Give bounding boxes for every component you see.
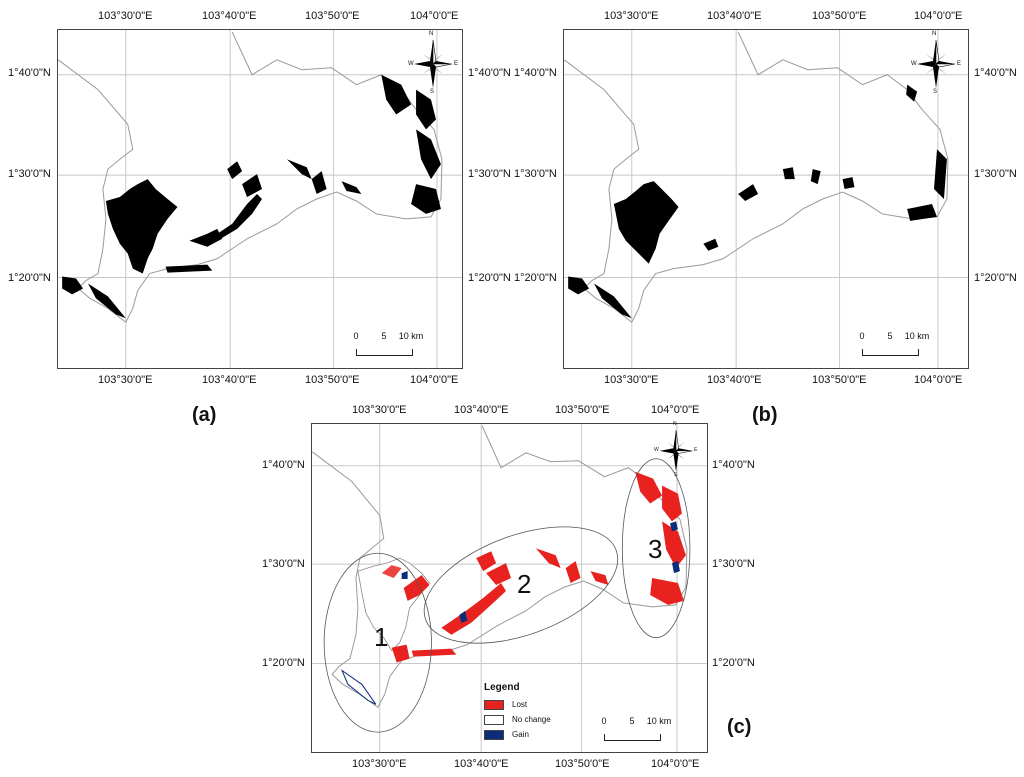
compass-rose-icon: N S W E [408, 31, 459, 95]
legend-item-lost: Lost [484, 697, 551, 712]
legend-swatch-no-change [484, 714, 504, 725]
map-panel-b: 0 5 10 km [563, 29, 969, 369]
legend-swatch-gain [484, 729, 504, 740]
lat-tick-c-right-1: 1°40'0"N [712, 459, 755, 471]
coastline-border [57, 31, 443, 324]
lat-tick-b-left-3: 1°20'0"N [514, 272, 557, 284]
lat-tick-b-left-1: 1°40'0"N [514, 67, 557, 79]
map-b-graphic [563, 30, 968, 368]
scale-label-10: 10 km [904, 331, 930, 341]
region-ellipses [323, 458, 691, 733]
region-label-2: 2 [517, 569, 532, 599]
compass-w: W [408, 61, 414, 67]
legend-swatch-lost [484, 699, 504, 710]
panel-label-a: (a) [192, 404, 217, 426]
compass-s: S [933, 89, 938, 95]
compass-e: E [957, 61, 962, 67]
mangrove-extent [105, 74, 441, 274]
lon-tick-a-top-2: 103°40'0"E [202, 10, 257, 22]
legend: Legend Lost No change Gain [484, 682, 551, 742]
panel-label-c: (c) [727, 716, 752, 738]
scale-label-0: 0 [353, 331, 359, 341]
compass-n: N [429, 31, 434, 37]
lon-tick-c-top-4: 104°0'0"E [651, 404, 700, 416]
map-c-graphic [311, 424, 707, 752]
lon-tick-b-bottom-4: 104°0'0"E [914, 374, 963, 386]
legend-label-lost: Lost [512, 700, 528, 709]
lon-tick-c-bottom-1: 103°30'0"E [352, 758, 407, 770]
scale-label-5: 5 [629, 716, 635, 726]
lon-tick-a-top-4: 104°0'0"E [410, 10, 459, 22]
mangrove-extent [613, 84, 947, 264]
legend-item-gain: Gain [484, 727, 551, 742]
compass-w: W [654, 447, 659, 453]
lon-tick-b-bottom-3: 103°50'0"E [812, 374, 867, 386]
lon-tick-a-bottom-4: 104°0'0"E [410, 374, 459, 386]
compass-w: W [911, 61, 917, 67]
scale-label-10: 10 km [646, 716, 672, 726]
lat-tick-a-right-2: 1°30'0"N [468, 168, 511, 180]
lat-tick-b-left-2: 1°30'0"N [514, 168, 557, 180]
lat-tick-a-right-1: 1°40'0"N [468, 67, 511, 79]
lon-tick-c-top-3: 103°50'0"E [555, 404, 610, 416]
compass-n: N [673, 421, 677, 427]
scale-label-0: 0 [859, 331, 865, 341]
lat-tick-c-right-2: 1°30'0"N [712, 558, 755, 570]
compass-s: S [430, 89, 435, 95]
scale-label-5: 5 [887, 331, 893, 341]
lat-tick-a-left-1: 1°40'0"N [8, 67, 51, 79]
lon-tick-b-bottom-1: 103°30'0"E [604, 374, 659, 386]
lat-tick-a-left-3: 1°20'0"N [8, 272, 51, 284]
lat-tick-c-left-1: 1°40'0"N [262, 459, 305, 471]
change-classes [340, 471, 686, 705]
lon-tick-b-top-3: 103°50'0"E [812, 10, 867, 22]
lon-tick-c-bottom-2: 103°40'0"E [454, 758, 509, 770]
lon-tick-a-bottom-2: 103°40'0"E [202, 374, 257, 386]
lon-tick-c-top-1: 103°30'0"E [352, 404, 407, 416]
lat-tick-b-right-3: 1°20'0"N [974, 272, 1017, 284]
compass-n: N [932, 31, 937, 37]
lon-tick-c-top-2: 103°40'0"E [454, 404, 509, 416]
lon-tick-b-top-1: 103°30'0"E [604, 10, 659, 22]
region-label-1: 1 [374, 622, 389, 652]
lat-tick-a-left-2: 1°30'0"N [8, 168, 51, 180]
scale-label-5: 5 [381, 331, 387, 341]
map-a-graphic [57, 30, 462, 368]
lon-tick-b-bottom-2: 103°40'0"E [707, 374, 762, 386]
lat-tick-c-left-3: 1°20'0"N [262, 657, 305, 669]
map-panel-c: 1 2 3 Legend Lost No change Gain 0 5 10 … [311, 423, 708, 753]
map-panel-a: 0 5 10 km [57, 29, 463, 369]
lon-tick-a-top-3: 103°50'0"E [305, 10, 360, 22]
legend-label-no-change: No change [512, 715, 551, 724]
legend-item-no-change: No change [484, 712, 551, 727]
scale-label-0: 0 [601, 716, 607, 726]
lon-tick-a-bottom-1: 103°30'0"E [98, 374, 153, 386]
compass-rose-icon: N S W E [654, 421, 698, 478]
lon-tick-b-top-2: 103°40'0"E [707, 10, 762, 22]
lon-tick-b-top-4: 104°0'0"E [914, 10, 963, 22]
compass-s: S [674, 472, 678, 478]
region-label-3: 3 [648, 534, 663, 564]
lat-tick-c-left-2: 1°30'0"N [262, 558, 305, 570]
compass-e: E [454, 61, 459, 67]
lon-tick-c-bottom-4: 104°0'0"E [651, 758, 700, 770]
legend-title: Legend [484, 682, 520, 693]
lon-tick-a-top-1: 103°30'0"E [98, 10, 153, 22]
lat-tick-c-right-3: 1°20'0"N [712, 657, 755, 669]
compass-e: E [694, 447, 698, 453]
lat-tick-b-right-1: 1°40'0"N [974, 67, 1017, 79]
legend-label-gain: Gain [512, 730, 529, 739]
lon-tick-a-bottom-3: 103°50'0"E [305, 374, 360, 386]
lat-tick-a-right-3: 1°20'0"N [468, 272, 511, 284]
scale-label-10: 10 km [398, 331, 424, 341]
lon-tick-c-bottom-3: 103°50'0"E [555, 758, 610, 770]
lat-tick-b-right-2: 1°30'0"N [974, 168, 1017, 180]
coastline-border [563, 31, 949, 324]
compass-rose-icon: N S W E [911, 31, 962, 95]
panel-label-b: (b) [752, 404, 778, 426]
